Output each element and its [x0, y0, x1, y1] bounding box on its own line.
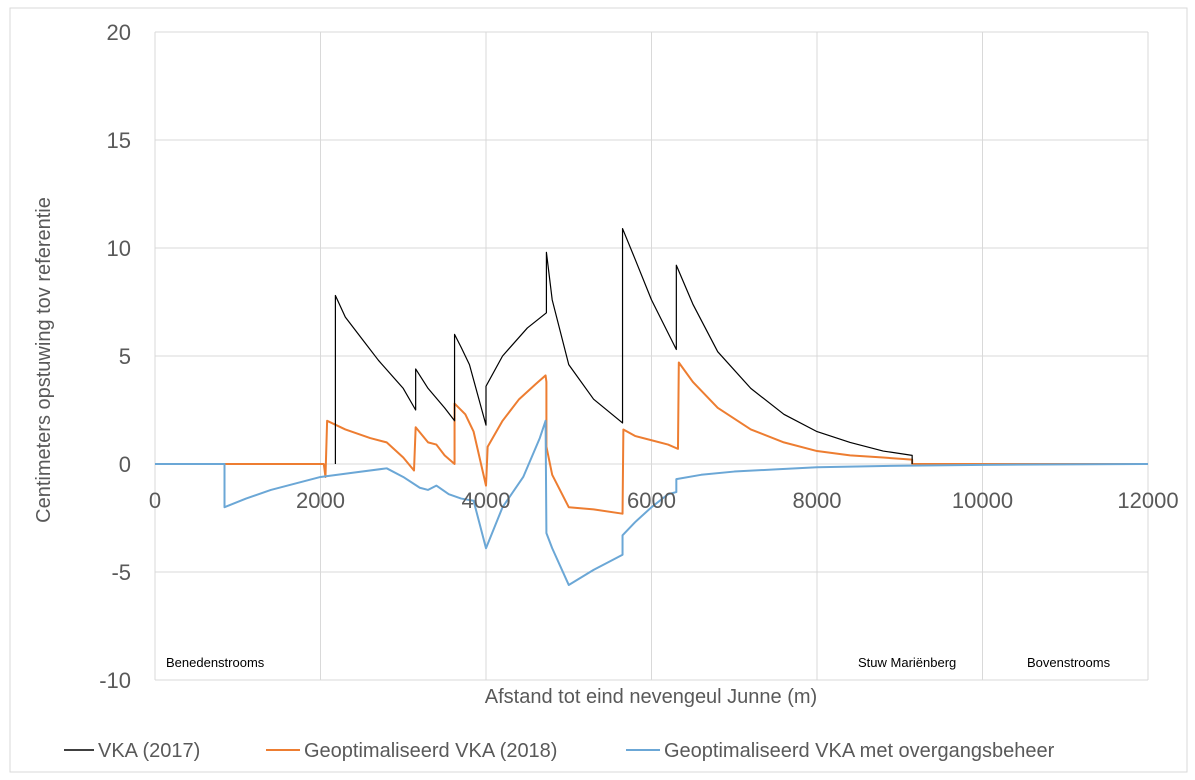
x-tick-label: 8000 [793, 488, 842, 513]
gridlines [154, 31, 1149, 681]
y-tick-label: 20 [107, 20, 131, 45]
y-tick-label: 10 [107, 236, 131, 261]
y-tick-label: 5 [119, 344, 131, 369]
x-tick-label: 10000 [952, 488, 1013, 513]
x-tick-label: 12000 [1117, 488, 1178, 513]
x-axis-title: Afstand tot eind nevengeul Junne (m) [485, 686, 817, 708]
x-tick-label: 6000 [627, 488, 676, 513]
x-tick-label: 4000 [462, 488, 511, 513]
x-tick-label: 0 [149, 488, 161, 513]
series-lines [155, 227, 1149, 586]
chart-border [9, 7, 1188, 773]
y-axis-title: Centimeters opstuwing tov referentie [33, 197, 55, 523]
y-tick-label: -10 [99, 668, 131, 693]
y-tick-label: -5 [111, 560, 131, 585]
annotation-bovenstrooms: Bovenstrooms [1027, 655, 1111, 670]
series-line-0 [334, 227, 913, 464]
x-tick-label: 2000 [296, 488, 345, 513]
tick-labels: -10 -5 0 5 10 15 20 0 2000 4000 6000 8000 10000 12000 [99, 20, 1178, 693]
y-tick-label: 0 [119, 452, 131, 477]
annotation-benedenstrooms: Benedenstrooms [166, 655, 265, 670]
y-tick-label: 15 [107, 128, 131, 153]
annotation-stuw: Stuw Mariënberg [858, 655, 956, 670]
legend-label-geoptimaliseerd-2018: Geoptimaliseerd VKA (2018) [304, 740, 557, 762]
legend-label-overgangsbeheer: Geoptimaliseerd VKA met overgangsbeheer [664, 740, 1055, 762]
series-line-1 [155, 361, 1148, 515]
legend-label-vka-2017: VKA (2017) [98, 740, 200, 762]
legend: VKA (2017) Geoptimaliseerd VKA (2018) Ge… [64, 740, 1055, 762]
series-line-2 [155, 419, 1149, 586]
